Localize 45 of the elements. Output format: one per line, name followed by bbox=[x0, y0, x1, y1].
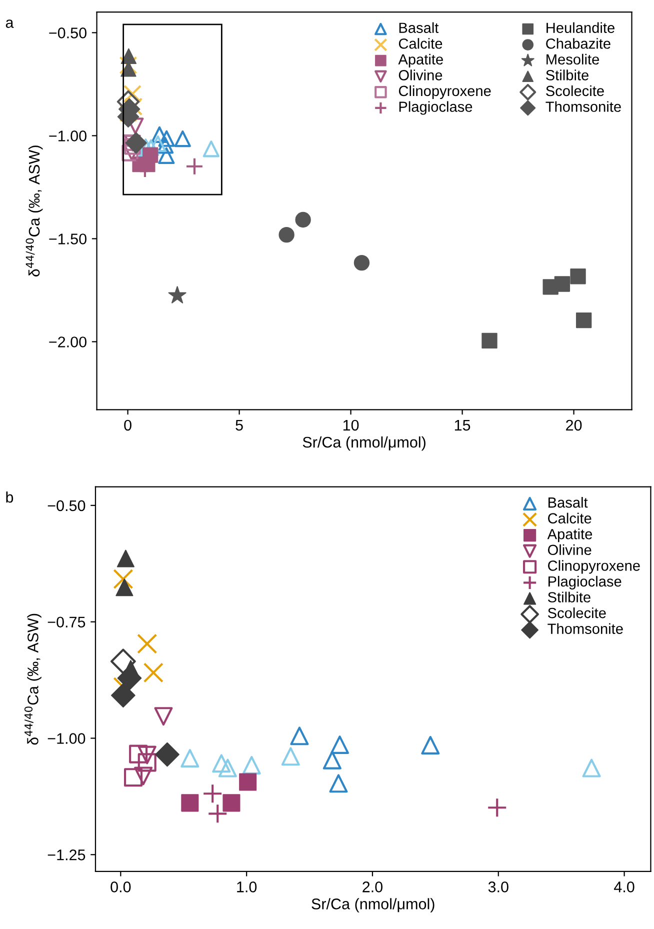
y-tick-label: −1.25 bbox=[48, 850, 86, 860]
text: a bbox=[6, 20, 14, 28]
legend-label: Scolecite bbox=[548, 607, 606, 618]
x-tick-label: 15 bbox=[454, 420, 470, 431]
legend-label: Plagioclase bbox=[548, 576, 622, 590]
y-tick-label: −1.50 bbox=[49, 234, 86, 244]
y-tick-label: −0.50 bbox=[49, 28, 86, 38]
x-tick-label: 20 bbox=[566, 420, 582, 431]
y-tick-label: −1.00 bbox=[49, 130, 86, 142]
y-axis-title: δ$^{44/40}$Ca (‰, ASW) bbox=[26, 146, 43, 276]
legend-label: Olivine bbox=[548, 544, 592, 556]
legend-label: Basalt bbox=[548, 497, 588, 508]
legend-label: Stilbite bbox=[548, 592, 590, 602]
legend-label: Scolecite bbox=[546, 85, 604, 96]
text: b bbox=[6, 491, 14, 503]
x-axis-title: Sr/Ca (nmol/μmol) bbox=[302, 436, 426, 451]
x-tick-label: 1.0 bbox=[237, 882, 257, 892]
legend-label: Thomsonite bbox=[548, 623, 623, 634]
legend-label: Olivine bbox=[398, 70, 442, 80]
legend-label: Clinopyroxene bbox=[548, 560, 640, 574]
legend-label: Calcite bbox=[398, 38, 442, 49]
legend-label: Calcite bbox=[548, 512, 592, 524]
y-tick-label: −1.00 bbox=[48, 733, 86, 744]
y-tick-label: −0.50 bbox=[48, 500, 86, 512]
x-tick-label: 10 bbox=[343, 420, 359, 431]
legend-label: Basalt bbox=[399, 22, 439, 33]
legend-label: Chabazite bbox=[546, 38, 610, 49]
x-tick-label: 5 bbox=[236, 420, 243, 431]
y-tick-label: −0.75 bbox=[48, 616, 86, 628]
legend-label: Heulandite bbox=[546, 22, 614, 33]
legend-label: Apatite bbox=[398, 54, 443, 68]
y-tick-label: −2.00 bbox=[49, 336, 86, 348]
x-tick-label: 0.0 bbox=[110, 882, 131, 892]
x-tick-label: 4.0 bbox=[614, 882, 634, 892]
legend-label: Mesolite bbox=[546, 54, 600, 65]
y-axis-title: δ$^{44/40}$Ca (‰, ASW) bbox=[24, 614, 42, 745]
legend-label: Apatite bbox=[547, 528, 592, 542]
legend-label: Stilbite bbox=[546, 70, 588, 80]
legend-label: Thomsonite bbox=[546, 101, 621, 112]
x-tick-label: 0 bbox=[124, 420, 132, 431]
x-axis-title: Sr/Ca (nmol/μmol) bbox=[312, 898, 434, 912]
legend-label: Plagioclase bbox=[399, 101, 472, 115]
x-tick-label: 2.0 bbox=[362, 882, 382, 892]
x-tick-label: 3.0 bbox=[488, 882, 508, 892]
legend-label: Clinopyroxene bbox=[398, 85, 491, 100]
